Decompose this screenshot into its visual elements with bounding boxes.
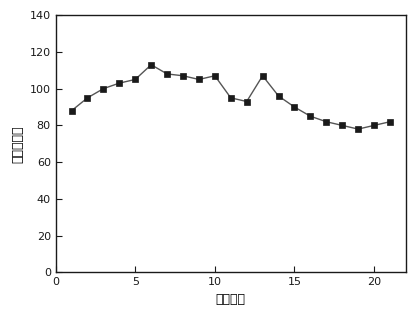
X-axis label: 循环次数: 循环次数: [216, 293, 246, 306]
Y-axis label: 放电比容量: 放电比容量: [11, 125, 24, 163]
